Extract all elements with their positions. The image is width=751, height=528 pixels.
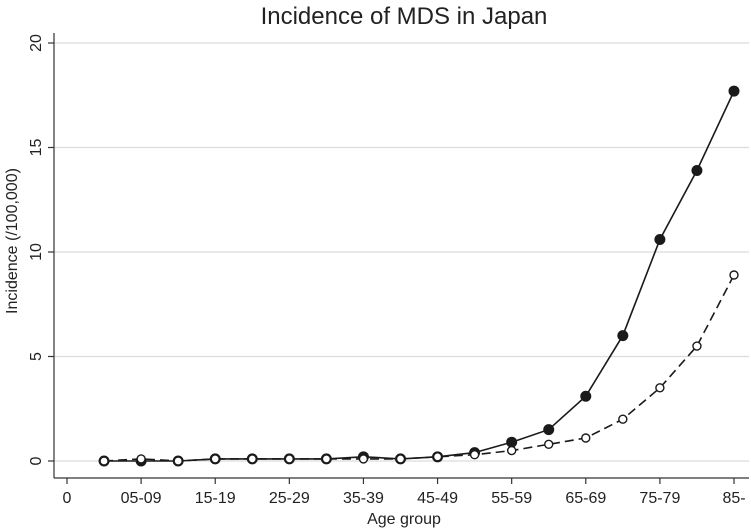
x-tick-label-4: 15-19 xyxy=(195,490,236,507)
series-2-point-12 xyxy=(506,445,517,456)
x-ticks: 0 05-09 15-19 25-29 35-39 45-49 55-59 65-69 75-7… xyxy=(63,478,746,507)
chart-title: Incidence of MDS in Japan xyxy=(261,3,548,30)
series-1-point-18 xyxy=(728,85,740,97)
series-2-point-16 xyxy=(655,383,665,393)
series-1-point-17 xyxy=(691,164,703,176)
y-tick-label-0: 0 xyxy=(28,456,45,465)
x-tick-label-10: 45-49 xyxy=(417,490,458,507)
series-2-point-13 xyxy=(544,439,554,449)
y-tick-label-10: 10 xyxy=(28,243,45,261)
series-2-point-3 xyxy=(173,456,183,466)
x-tick-label-8: 35-39 xyxy=(343,490,384,507)
series-2-point-15 xyxy=(618,414,628,424)
series-2-point-11 xyxy=(469,450,480,460)
series-1-point-14 xyxy=(580,390,592,402)
axis-layer xyxy=(53,33,749,479)
series-2-point-7 xyxy=(321,454,332,464)
series-1-point-12 xyxy=(506,436,518,448)
series-layer xyxy=(98,85,740,467)
series-1-point-15 xyxy=(617,330,629,342)
x-tick-label-18: 85- xyxy=(722,490,745,507)
x-tick-label-2: 05-09 xyxy=(121,490,162,507)
series-2-point-18 xyxy=(729,270,739,280)
y-axis-title: Incidence (/100,000) xyxy=(4,168,21,314)
x-tick-label-16: 75-79 xyxy=(639,490,680,507)
y-tick-label-5: 5 xyxy=(28,352,45,361)
x-tick-label-12: 55-59 xyxy=(491,490,532,507)
y-tick-label-20: 20 xyxy=(28,34,45,52)
x-tick-label-6: 25-29 xyxy=(269,490,310,507)
series-2-point-9 xyxy=(395,454,406,464)
y-ticks: 0 5 10 15 20 xyxy=(28,34,54,465)
y-tick-label-15: 15 xyxy=(28,139,45,157)
series-2-point-2 xyxy=(136,454,146,464)
grid-layer xyxy=(54,42,749,462)
series-2-point-4 xyxy=(210,454,220,464)
series-2-point-5 xyxy=(247,454,257,464)
series-2-point-6 xyxy=(284,454,295,464)
series-2-point-8 xyxy=(358,454,369,464)
series-2-point-10 xyxy=(432,452,443,462)
series-1-point-16 xyxy=(654,233,666,245)
x-axis-title: Age group xyxy=(367,511,441,528)
series-2-point-17 xyxy=(692,341,702,351)
series-line-2 xyxy=(104,274,735,462)
x-tick-label-0: 0 xyxy=(63,490,72,507)
series-1-point-13 xyxy=(543,424,555,436)
series-2-point-1 xyxy=(99,456,109,466)
x-tick-label-14: 65-69 xyxy=(565,490,606,507)
series-2-point-14 xyxy=(581,433,591,443)
